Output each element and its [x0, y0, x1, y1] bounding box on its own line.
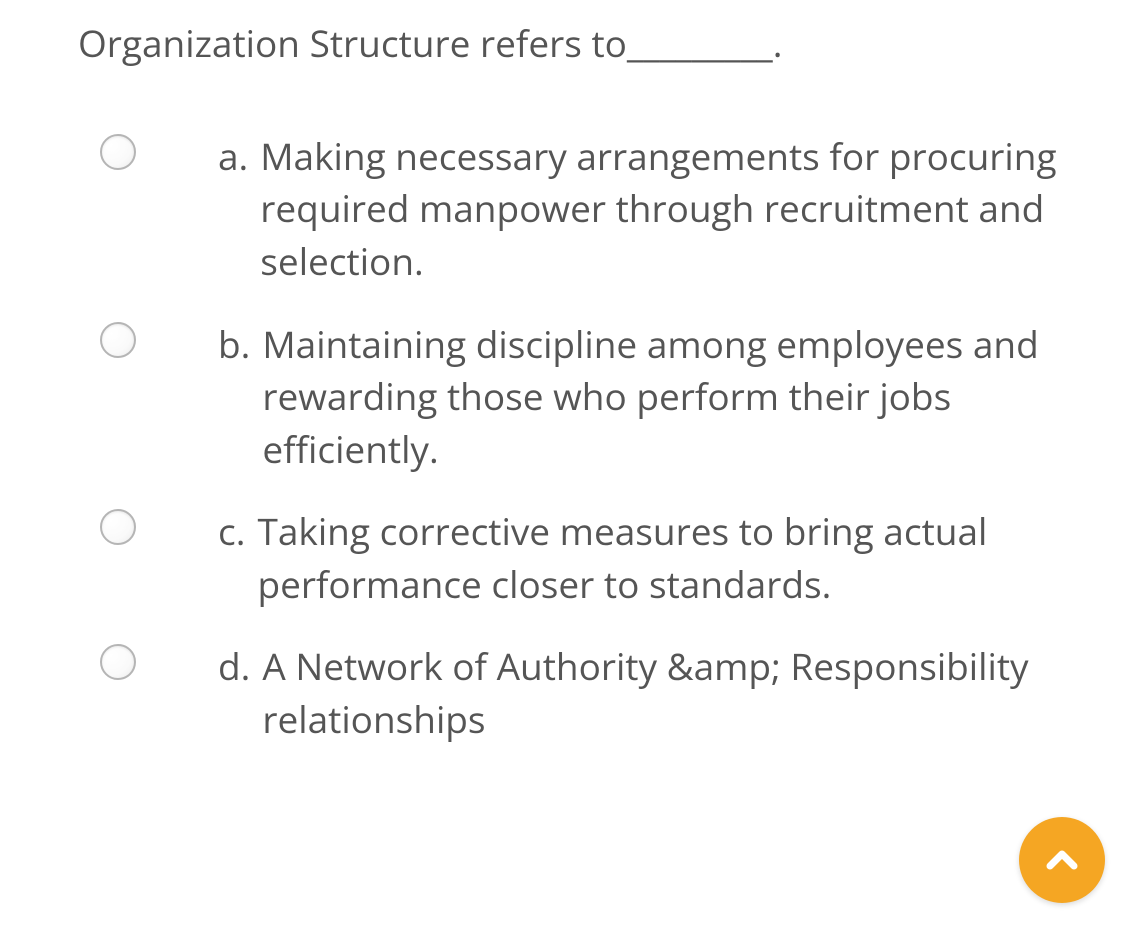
radio-cell [78, 640, 218, 680]
option-text: Taking corrective measures to bring actu… [257, 505, 1065, 610]
option-letter: c. [218, 505, 245, 558]
radio-cell [78, 318, 218, 358]
answer-cell: b. Maintaining discipline among employee… [218, 318, 1065, 476]
option-row: a. Making necessary arrangements for pro… [78, 130, 1065, 288]
option-row: b. Maintaining discipline among employee… [78, 318, 1065, 476]
answer-block: c. Taking corrective measures to bring a… [218, 505, 1065, 610]
answer-block: b. Maintaining discipline among employee… [218, 318, 1065, 476]
chevron-up-icon [1042, 840, 1082, 880]
radio-cell [78, 130, 218, 170]
answer-block: d. A Network of Authority &amp; Responsi… [218, 640, 1065, 745]
radio-option-a[interactable] [100, 134, 136, 170]
quiz-container: Organization Structure refers to________… [0, 0, 1125, 745]
option-letter: b. [218, 318, 250, 371]
question-text: Organization Structure refers to________… [78, 18, 1065, 68]
radio-cell [78, 505, 218, 545]
option-row: c. Taking corrective measures to bring a… [78, 505, 1065, 610]
option-row: d. A Network of Authority &amp; Responsi… [78, 640, 1065, 745]
options-list: a. Making necessary arrangements for pro… [78, 130, 1065, 745]
scroll-to-top-button[interactable] [1019, 817, 1105, 903]
answer-block: a. Making necessary arrangements for pro… [218, 130, 1065, 288]
option-text: Maintaining discipline among employees a… [262, 318, 1065, 476]
answer-cell: a. Making necessary arrangements for pro… [218, 130, 1065, 288]
option-letter: d. [218, 640, 250, 693]
option-text: Making necessary arrangements for procur… [260, 130, 1065, 288]
radio-option-d[interactable] [100, 644, 136, 680]
radio-option-b[interactable] [100, 322, 136, 358]
answer-cell: d. A Network of Authority &amp; Responsi… [218, 640, 1065, 745]
option-text: A Network of Authority &amp; Responsibil… [262, 640, 1065, 745]
radio-option-c[interactable] [100, 509, 136, 545]
answer-cell: c. Taking corrective measures to bring a… [218, 505, 1065, 610]
option-letter: a. [218, 130, 248, 183]
